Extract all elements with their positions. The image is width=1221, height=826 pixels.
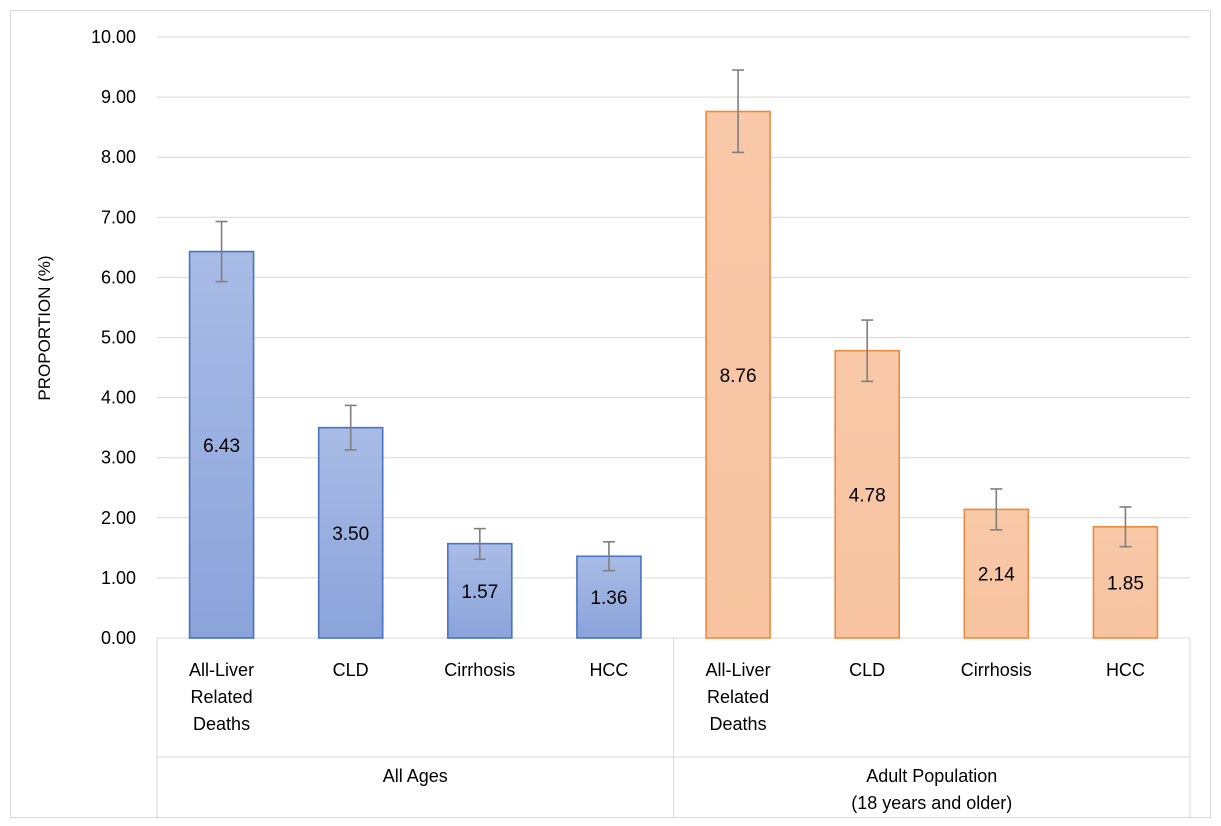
category-label: Cirrhosis [444, 660, 515, 680]
y-tick-label: 2.00 [101, 508, 136, 528]
y-tick-label: 5.00 [101, 328, 136, 348]
bar [705, 110, 771, 639]
y-tick-label: 4.00 [101, 388, 136, 408]
y-tick-label: 9.00 [101, 87, 136, 107]
bars: 6.43 3.50 1.57 1.36 8.76 4.78 2.14 1.85 [188, 69, 1159, 639]
category-label: Deaths [193, 714, 250, 734]
data-label: 1.36 [590, 588, 627, 609]
y-axis-ticks: 0.00 1.00 2.00 3.00 4.00 5.00 6.00 7.00 8.00 9.00… [91, 27, 136, 648]
data-label: 1.85 [1107, 573, 1144, 594]
category-label: All-Liver [189, 660, 254, 680]
group-label: All Ages [383, 766, 448, 786]
category-label: CLD [849, 660, 885, 680]
group-label: (18 years and older) [851, 793, 1012, 813]
y-tick-label: 0.00 [101, 628, 136, 648]
category-label: Cirrhosis [961, 660, 1032, 680]
category-label: Related [191, 687, 253, 707]
category-label: Deaths [710, 714, 767, 734]
category-labels: All-Liver Related Deaths CLD Cirrhosis HCC All… [189, 660, 1145, 813]
y-axis-title: PROPORTION (%) [35, 255, 54, 400]
data-label: 4.78 [849, 485, 886, 506]
category-label: HCC [589, 660, 628, 680]
data-label: 6.43 [203, 436, 240, 457]
y-tick-label: 10.00 [91, 27, 136, 47]
y-tick-label: 6.00 [101, 267, 136, 287]
category-label: HCC [1106, 660, 1145, 680]
y-tick-label: 7.00 [101, 207, 136, 227]
y-tick-label: 8.00 [101, 147, 136, 167]
bar [834, 349, 900, 639]
chart-frame [10, 10, 1211, 818]
category-label: Related [707, 687, 769, 707]
y-tick-label: 3.00 [101, 448, 136, 468]
group-label: Adult Population [866, 766, 997, 786]
data-label: 8.76 [720, 366, 757, 387]
data-label: 2.14 [978, 565, 1015, 586]
data-label: 3.50 [332, 524, 369, 545]
data-label: 1.57 [461, 582, 498, 603]
bar [317, 426, 384, 639]
y-tick-label: 1.00 [101, 568, 136, 588]
gridlines [156, 36, 1191, 818]
category-label: CLD [333, 660, 369, 680]
category-label: All-Liver [706, 660, 771, 680]
